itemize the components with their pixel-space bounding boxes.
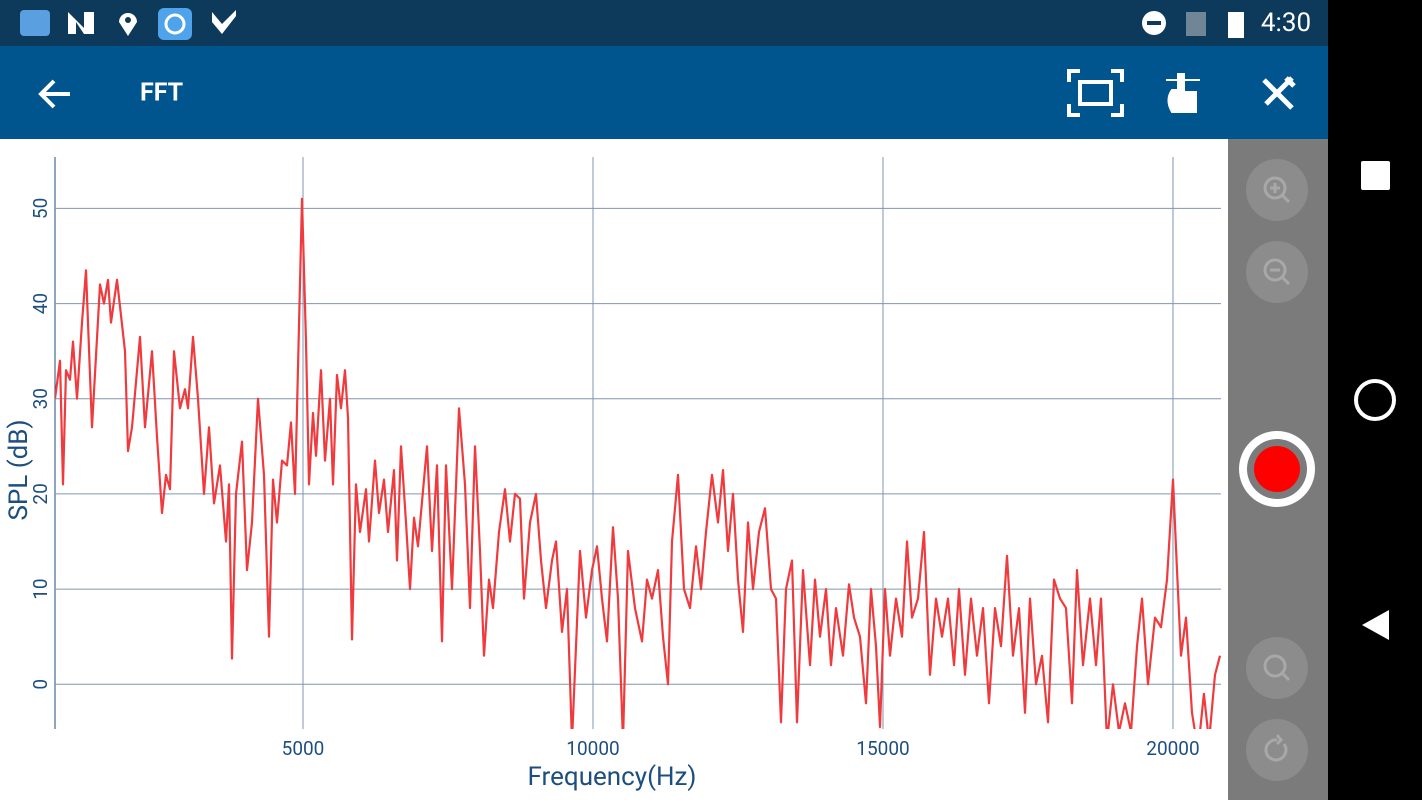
status-bar	[0, 0, 1328, 46]
y-tick-label: 20	[29, 483, 52, 504]
zoom-out-button[interactable]	[1246, 241, 1308, 303]
x-axis-title: Frequency(Hz)	[528, 762, 697, 792]
x-tick-label: 20000	[1146, 737, 1199, 760]
spectrum-line	[55, 197, 1221, 729]
y-tick-label: 50	[29, 198, 52, 219]
zoom-in-button[interactable]	[1246, 159, 1308, 221]
clock: 4:30	[1261, 8, 1311, 38]
y-tick-label: 40	[29, 293, 52, 314]
y-tick-label: 0	[29, 679, 52, 690]
recents-button[interactable]	[1361, 161, 1390, 190]
app-title: FFT	[140, 79, 183, 108]
zoom-reset-button[interactable]	[1246, 637, 1308, 699]
side-buttons	[1239, 159, 1315, 781]
touch-button[interactable]	[1166, 73, 1200, 113]
refresh-button[interactable]	[1246, 719, 1308, 781]
x-tick-label: 5000	[282, 737, 325, 760]
x-tick-label: 15000	[856, 737, 909, 760]
y-tick-label: 30	[29, 388, 52, 409]
x-tick-label: 10000	[566, 737, 619, 760]
status-icons	[20, 8, 1244, 40]
home-button[interactable]	[1354, 379, 1396, 421]
y-tick-label: 10	[29, 578, 52, 599]
settings-button[interactable]	[1262, 76, 1296, 110]
nav-bar	[1328, 0, 1422, 800]
chart: Frequency(Hz) SPL (dB) 0 10 20 30 40 50 5000 10…	[4, 157, 1221, 792]
fullscreen-button[interactable]	[1067, 69, 1124, 117]
nav-back-button[interactable]	[1362, 610, 1389, 640]
back-button[interactable]	[38, 79, 70, 109]
app-bar	[0, 46, 1328, 139]
y-axis-title: SPL (dB)	[4, 419, 34, 520]
